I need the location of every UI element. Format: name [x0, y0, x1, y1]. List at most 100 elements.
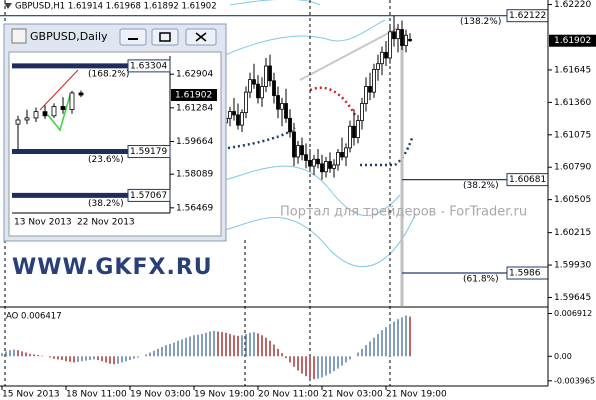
trend-line	[39, 69, 79, 111]
candle-body	[404, 34, 408, 46]
level-percent: (38.2%)	[463, 181, 499, 191]
logo: WWW.GKFX.RU	[12, 255, 213, 280]
level-box	[127, 145, 171, 159]
envelope	[229, 0, 321, 6]
candle-body	[260, 86, 264, 99]
candle-body	[316, 158, 320, 165]
candle-body	[368, 86, 372, 93]
candle-body	[320, 163, 324, 173]
last-price: 1.61902	[175, 91, 212, 101]
y-tick-label: -0.003965	[554, 376, 595, 385]
trend-line	[299, 27, 399, 81]
candle-body	[264, 65, 268, 87]
candle-body	[232, 111, 236, 116]
y-tick-label: 1.59645	[554, 293, 591, 303]
window-body	[8, 51, 222, 237]
candle-body	[376, 63, 380, 70]
candle-body	[24, 117, 30, 121]
y-tick-label: 1.62220	[554, 0, 591, 10]
envelope	[224, 19, 386, 56]
indicator-label: AO 0.006417	[6, 312, 62, 322]
candle-body	[248, 79, 252, 93]
candle-body	[392, 31, 396, 40]
level-price: 1.63304	[130, 61, 167, 71]
x-tick-label: 19 Nov 19:00	[194, 390, 255, 400]
candle-body	[228, 111, 232, 119]
x-tick-label: 15 Nov 2013	[2, 390, 60, 400]
ao-panel: AO 0.006417	[0, 306, 548, 380]
level-percent: (138.2%)	[460, 17, 501, 27]
candle-body	[288, 117, 292, 133]
last-price-box	[171, 89, 217, 102]
dots	[360, 137, 414, 167]
window-icon	[11, 28, 27, 44]
y-tick-label: 1.60790	[554, 163, 591, 173]
y-tick-label: 1.56469	[176, 203, 213, 213]
chart-title: GBPUSD,H1 1.61914 1.61968 1.61892 1.6190…	[15, 2, 217, 12]
y-tick-label: 1.61360	[554, 98, 591, 108]
candle-body	[69, 92, 75, 110]
candle-body	[240, 112, 244, 126]
candle-body	[340, 152, 344, 158]
x-tick-label: 22 Nov 2013	[77, 218, 135, 228]
candle-body	[236, 114, 240, 126]
x-tick-label: 21 Nov 19:00	[386, 390, 447, 400]
level-price: 1.5986	[509, 269, 541, 279]
level-price: 1.62122	[509, 11, 546, 21]
close-glyph	[195, 32, 207, 42]
y-tick-label: 1.61075	[554, 130, 591, 140]
y-tick-label: 0.00	[554, 352, 572, 361]
candle-body	[360, 103, 364, 121]
candle-body	[256, 83, 260, 99]
candle-body	[400, 29, 404, 46]
candle-body	[356, 120, 360, 139]
candle-body	[244, 91, 248, 114]
y-tick-label: 0.006912	[554, 309, 592, 318]
candle-body	[324, 161, 328, 173]
candle-body	[336, 152, 340, 166]
level-percent: (61.8%)	[463, 275, 499, 285]
candle-body	[328, 161, 332, 169]
x-tick-label: 19 Nov 03:00	[130, 390, 191, 400]
envelope	[224, 165, 401, 216]
level-price: 1.57067	[130, 191, 167, 201]
candle-body	[42, 111, 48, 117]
y-tick-label: 1.58089	[176, 170, 213, 180]
trend-line	[47, 94, 71, 132]
watermark: Портал для трейдеров - ForTrader.ru	[280, 205, 527, 220]
candle-body	[252, 79, 256, 85]
level-box	[127, 59, 171, 73]
daily-window: GBPUSD,Daily 1.62904 1.61284 1.59664 1.5808…	[3, 23, 227, 242]
candle-body	[284, 103, 288, 119]
x-tick-label: 20 Nov 11:00	[258, 390, 319, 400]
dots	[309, 86, 357, 116]
y-tick-label: 1.61645	[554, 65, 591, 75]
candle-body	[372, 68, 376, 93]
candle-body	[60, 106, 66, 110]
y-tick-label: 1.59930	[554, 261, 591, 271]
maximize-button[interactable]	[151, 28, 179, 46]
candle-body	[280, 103, 284, 110]
candle-body	[292, 131, 296, 158]
y-tick-label: 1.62904	[176, 70, 213, 80]
candle-body	[308, 159, 312, 167]
last-price: 1.61902	[554, 36, 591, 46]
candle-body	[15, 119, 21, 125]
candle-body	[380, 51, 384, 65]
window-title: GBPUSD,Daily	[30, 30, 108, 43]
level-percent: (168.2%)	[88, 69, 129, 79]
candle-body	[51, 106, 57, 117]
candle-body	[396, 29, 400, 40]
y-tick-label: 1.60215	[554, 228, 591, 238]
level-percent: (38.2%)	[88, 199, 124, 209]
level-box	[127, 188, 171, 202]
last-price-box	[549, 34, 596, 47]
candle-body	[312, 158, 316, 167]
envelope	[224, 214, 416, 267]
minimize-button[interactable]	[119, 28, 147, 46]
y-tick-label: 1.60505	[554, 195, 591, 205]
y-tick-label: 1.59664	[176, 137, 213, 147]
candle-body	[408, 38, 412, 42]
